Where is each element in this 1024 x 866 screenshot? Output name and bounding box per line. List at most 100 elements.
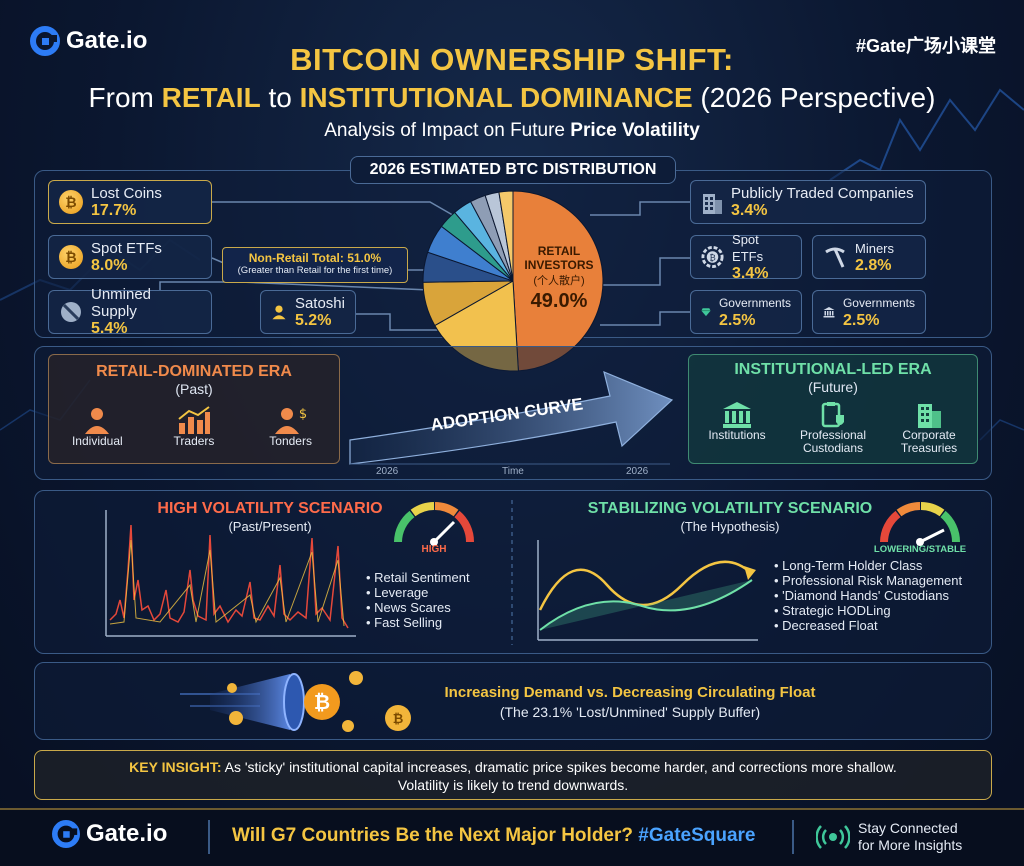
retail-era-title: RETAIL-DOMINATED ERA [96, 363, 292, 380]
institutional-era-title: INSTITUTIONAL-LED ERA [734, 361, 932, 378]
demand-panel [34, 662, 992, 740]
footer-question-text: Will G7 Countries Be the Next Major Hold… [232, 825, 633, 846]
retail-era-item: Traders [154, 405, 234, 448]
title-post: (2026 Perspective) [692, 82, 936, 113]
dist-card-label: Satoshi [294, 294, 345, 312]
footer-cta[interactable]: Stay Connected for More Insights [858, 820, 962, 854]
stable-vol-bullets: Long-Term Holder Class Professional Risk… [774, 558, 962, 633]
demand-title: Increasing Demand vs. Decreasing Circula… [444, 684, 816, 701]
dist-card-value: 17.7% [91, 201, 137, 219]
key-insight-box: KEY INSIGHT: As 'sticky' institutional c… [34, 750, 992, 800]
stable-vol-subtitle: (The Hypothesis) [680, 519, 780, 534]
retail-value: 49.0% [530, 290, 588, 312]
retail-era-item: Individual [57, 405, 137, 448]
dist-card-governments-2: Governments 2.5% [812, 290, 926, 334]
adoption-curve-arrow [349, 370, 674, 465]
retail-era-item: $ Tonders [251, 405, 331, 448]
bullet-item: Retail Sentiment [366, 570, 469, 585]
bullet-item: Strategic HODLing [774, 603, 962, 618]
bullet-item: Fast Selling [366, 615, 470, 630]
demand-subtitle: (The 23.1% 'Lost/Unmined' Supply Buffer) [499, 704, 761, 720]
institutional-era-item-label: Institutions [708, 428, 766, 442]
dist-card-label: Publicly Traded Companies [731, 184, 914, 202]
panel-divider [511, 500, 513, 645]
dist-card-label: Lost Coins [91, 184, 162, 202]
dist-card-value: 5.4% [90, 320, 128, 337]
title-institutional: INSTITUTIONAL DOMINANCE [299, 82, 693, 113]
retail-label-cn: (个人散户) [533, 275, 585, 287]
dist-card-value: 5.2% [294, 311, 332, 329]
svg-text:₿: ₿ [314, 690, 330, 714]
key-insight-label: KEY INSIGHT: [129, 759, 222, 775]
retail-label-line2: INVESTORS [524, 258, 594, 272]
institutional-era-box: INSTITUTIONAL-LED ERA (Future) Instituti… [688, 354, 978, 464]
institutional-era-icons: Institutions Professional Custodians Cor… [689, 401, 977, 455]
dist-card-label: Spot ETFs [732, 232, 764, 264]
bitcoin-coin-icon: ₿ [59, 190, 83, 214]
title-mid: to [260, 82, 300, 113]
svg-text:₿: ₿ [393, 712, 404, 727]
dist-card-lost-coins: ₿ Lost Coins 17.7% [48, 180, 212, 224]
subtitle-pre: Analysis of Impact on Future [324, 120, 571, 141]
broadcast-icon [816, 825, 850, 849]
dist-card-label: Unmined Supply [90, 286, 152, 320]
dist-card-label: Miners [855, 240, 895, 256]
clipboard-shield-icon [821, 402, 844, 428]
distribution-section-title: 2026 ESTIMATED BTC DISTRIBUTION [350, 156, 676, 184]
page-title: BITCOIN OWNERSHIP SHIFT: [290, 42, 734, 77]
stable-vol-gauge-label: LOWERING/STABLE [873, 544, 967, 555]
dist-card-spot-etfs-right: ₿ Spot ETFs 3.4% [690, 232, 802, 282]
retail-era-icons: Individual Traders $ Tonders [49, 405, 339, 448]
high-vol-bullets: Retail Sentiment Leverage News Scares Fa… [366, 570, 470, 630]
institutional-era-item: Institutions [694, 401, 780, 455]
stable-vol-title: STABILIZING VOLATILITY SCENARIO [587, 500, 873, 517]
office-building-icon [918, 404, 941, 428]
dist-card-miners: Miners 2.8% [812, 235, 926, 279]
bullet-item: Decreased Float [774, 618, 962, 633]
government-building-icon [823, 307, 835, 318]
footer-logo: Gate.io [52, 820, 167, 848]
footer-divider-left [208, 820, 210, 854]
non-retail-callout: Non-Retail Total: 51.0% (Greater than Re… [222, 247, 408, 283]
dist-card-label: Spot ETFs [91, 239, 162, 257]
high-vol-subtitle: (Past/Present) [228, 519, 312, 534]
institutional-era-item: Corporate Treasuries [886, 401, 972, 455]
gate-logo-icon [52, 820, 80, 848]
key-insight-line2: Volatility is likely to trend downwards. [397, 777, 629, 793]
dist-card-value: 3.4% [732, 265, 769, 282]
prohibited-icon [60, 302, 81, 322]
dist-card-value: 2.5% [842, 311, 880, 329]
stable-vol-wave-chart [537, 540, 758, 641]
retail-era-item-label: Traders [173, 434, 215, 448]
pie-slice-governments-9 [498, 190, 514, 282]
page-title-line2: From RETAIL to INSTITUTIONAL DOMINANCE (… [0, 82, 1024, 114]
footer-cta-line2: for More Insights [858, 837, 963, 853]
btc-distribution-pie [422, 190, 604, 372]
key-insight-line1: KEY INSIGHT: As 'sticky' institutional c… [35, 759, 991, 775]
institutional-era-item-label: Corporate Treasuries [900, 428, 958, 455]
dist-card-public-companies: Publicly Traded Companies 3.4% [690, 180, 926, 224]
footer-logo-text: Gate.io [86, 820, 168, 847]
page-subtitle: Analysis of Impact on Future Price Volat… [0, 120, 1024, 142]
person-dollar-icon: $ [274, 407, 307, 434]
building-icon [703, 194, 722, 214]
non-retail-total: Non-Retail Total: 51.0% [248, 251, 382, 265]
diamond-icon [701, 308, 711, 317]
footer-hashtag[interactable]: #GateSquare [638, 825, 756, 846]
person-icon [85, 408, 110, 434]
dist-card-satoshi: Satoshi 5.2% [260, 290, 356, 334]
timeline-axis-mid: Time [502, 466, 524, 477]
person-icon [272, 305, 286, 320]
brand-logo-text: Gate.io [66, 27, 148, 54]
bullet-item: News Scares [366, 600, 470, 615]
high-vol-spike-chart [105, 510, 356, 637]
svg-text:₿: ₿ [709, 252, 715, 263]
retail-era-box: RETAIL-DOMINATED ERA (Past) Individual T… [48, 354, 340, 464]
gate-logo-icon [30, 26, 60, 56]
title-retail: RETAIL [161, 82, 261, 113]
retail-slice-label: RETAIL INVESTORS (个人散户) 49.0% [512, 244, 606, 313]
footer-cta-line1: Stay Connected [858, 820, 958, 836]
key-insight-text: As 'sticky' institutional capital increa… [221, 759, 897, 775]
footer-divider-right [792, 820, 794, 854]
dist-card-value: 3.4% [731, 201, 768, 219]
